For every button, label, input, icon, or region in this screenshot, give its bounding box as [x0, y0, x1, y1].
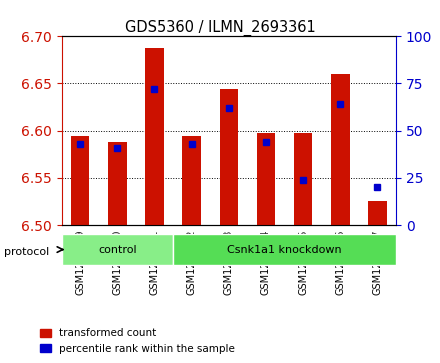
Bar [294, 132, 312, 225]
Bar [173, 234, 396, 265]
Legend: transformed count, percentile rank within the sample: transformed count, percentile rank withi… [36, 324, 239, 358]
Bar [257, 132, 275, 225]
Bar [220, 89, 238, 225]
Bar [368, 200, 387, 225]
Bar [71, 136, 89, 225]
Bar [182, 136, 201, 225]
Text: Csnk1a1 knockdown: Csnk1a1 knockdown [227, 245, 342, 254]
Bar [62, 234, 173, 265]
Text: control: control [98, 245, 137, 254]
Bar [331, 74, 349, 225]
Text: GDS5360 / ILMN_2693361: GDS5360 / ILMN_2693361 [125, 20, 315, 36]
Text: protocol: protocol [4, 247, 50, 257]
Bar [108, 142, 127, 225]
Bar [145, 48, 164, 225]
